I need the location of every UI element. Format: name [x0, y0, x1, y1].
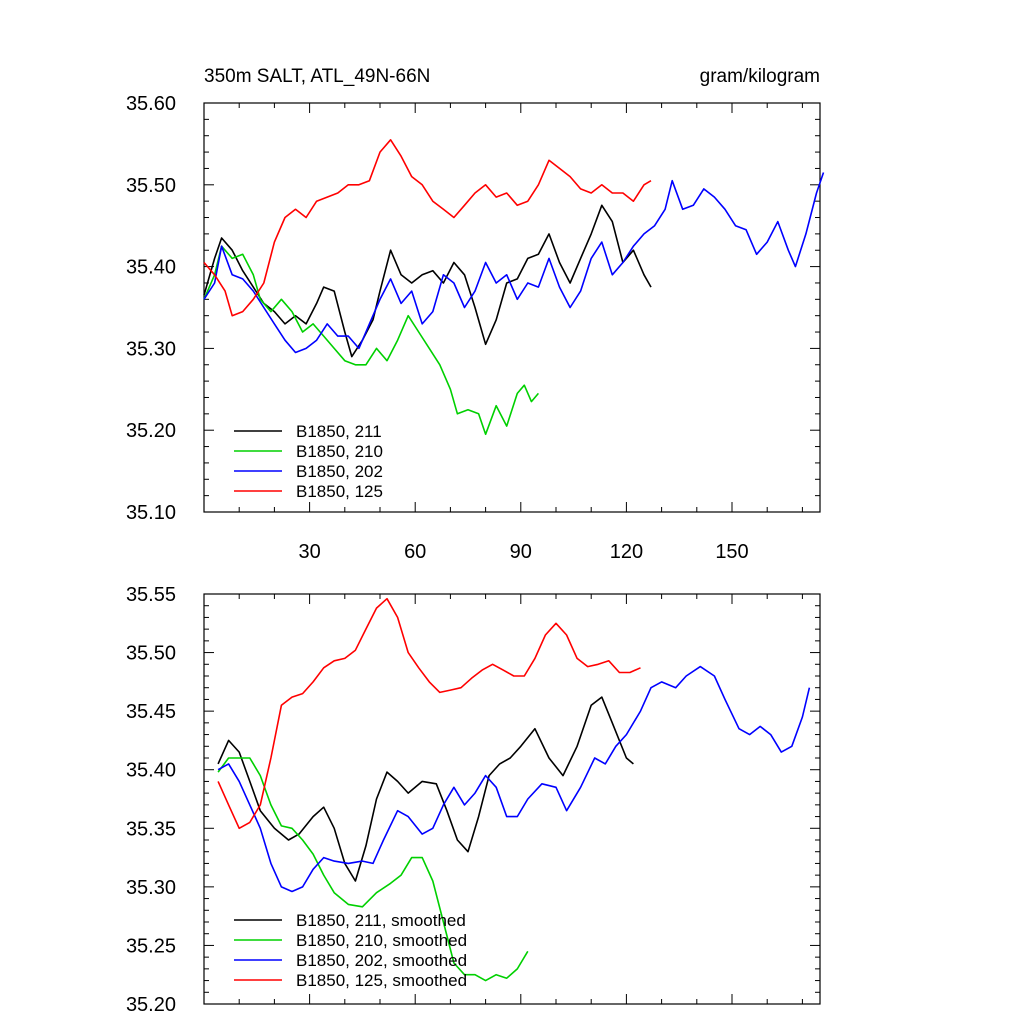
y-tick-label: 35.30 — [126, 877, 176, 899]
top-series-lines — [203, 139, 825, 436]
top-title: 350m SALT, ATL_49N-66N — [204, 66, 430, 87]
legend-label: B1850, 210, smoothed — [296, 931, 467, 950]
legend-label: B1850, 202 — [296, 462, 383, 481]
y-tick-label: 35.30 — [126, 338, 176, 360]
series-line — [203, 204, 652, 358]
y-tick-label: 35.45 — [126, 701, 176, 723]
series-line — [217, 597, 641, 830]
x-tick-label: 90 — [510, 541, 532, 563]
x-tick-label: 150 — [715, 541, 748, 563]
y-tick-label: 35.10 — [126, 502, 176, 524]
y-tick-label: 35.35 — [126, 818, 176, 840]
plot-frame — [203, 102, 821, 513]
x-tick-label: 30 — [298, 541, 320, 563]
legend-label: B1850, 202, smoothed — [296, 951, 467, 970]
series-line — [217, 757, 529, 982]
y-tick-label: 35.40 — [126, 257, 176, 279]
series-line — [217, 665, 811, 893]
legend-label: B1850, 211, smoothed — [296, 911, 466, 930]
x-tick-label: 60 — [404, 541, 426, 563]
legend-label: B1850, 210 — [296, 442, 383, 461]
y-tick-label: 35.40 — [126, 760, 176, 782]
bottom-panel: 35.20 35.25 35.30 35.35 35.40 35.45 35.50 35.55… — [126, 584, 821, 1016]
y-tick-label: 35.50 — [126, 643, 176, 665]
series-line — [203, 172, 825, 354]
legend-label: B1850, 211 — [296, 422, 382, 441]
top-panel: 350m SALT, ATL_49N-66N gram/kilogram 35.… — [126, 66, 825, 563]
y-tick-label: 35.55 — [126, 584, 176, 606]
y-tick-label: 35.25 — [126, 935, 176, 957]
units-label: gram/kilogram — [700, 66, 820, 87]
x-tick-label: 120 — [610, 541, 643, 563]
series-line — [203, 245, 540, 436]
legend-label: B1850, 125 — [296, 482, 383, 501]
plot-frame — [203, 593, 821, 1005]
y-tick-label: 35.60 — [126, 93, 176, 115]
y-tick-label: 35.50 — [126, 175, 176, 197]
top-axes: 35.10 35.20 35.30 35.40 35.50 35.60 30 60 90 120 1… — [126, 93, 821, 563]
legend-label: B1850, 125, smoothed — [296, 971, 467, 990]
bottom-axes: 35.20 35.25 35.30 35.35 35.40 35.45 35.50 35.55 — [126, 584, 821, 1016]
series-line — [203, 139, 652, 317]
series-line — [217, 696, 634, 882]
bottom-series-lines — [217, 597, 811, 982]
y-tick-label: 35.20 — [126, 420, 176, 442]
y-tick-label: 35.20 — [126, 994, 176, 1016]
